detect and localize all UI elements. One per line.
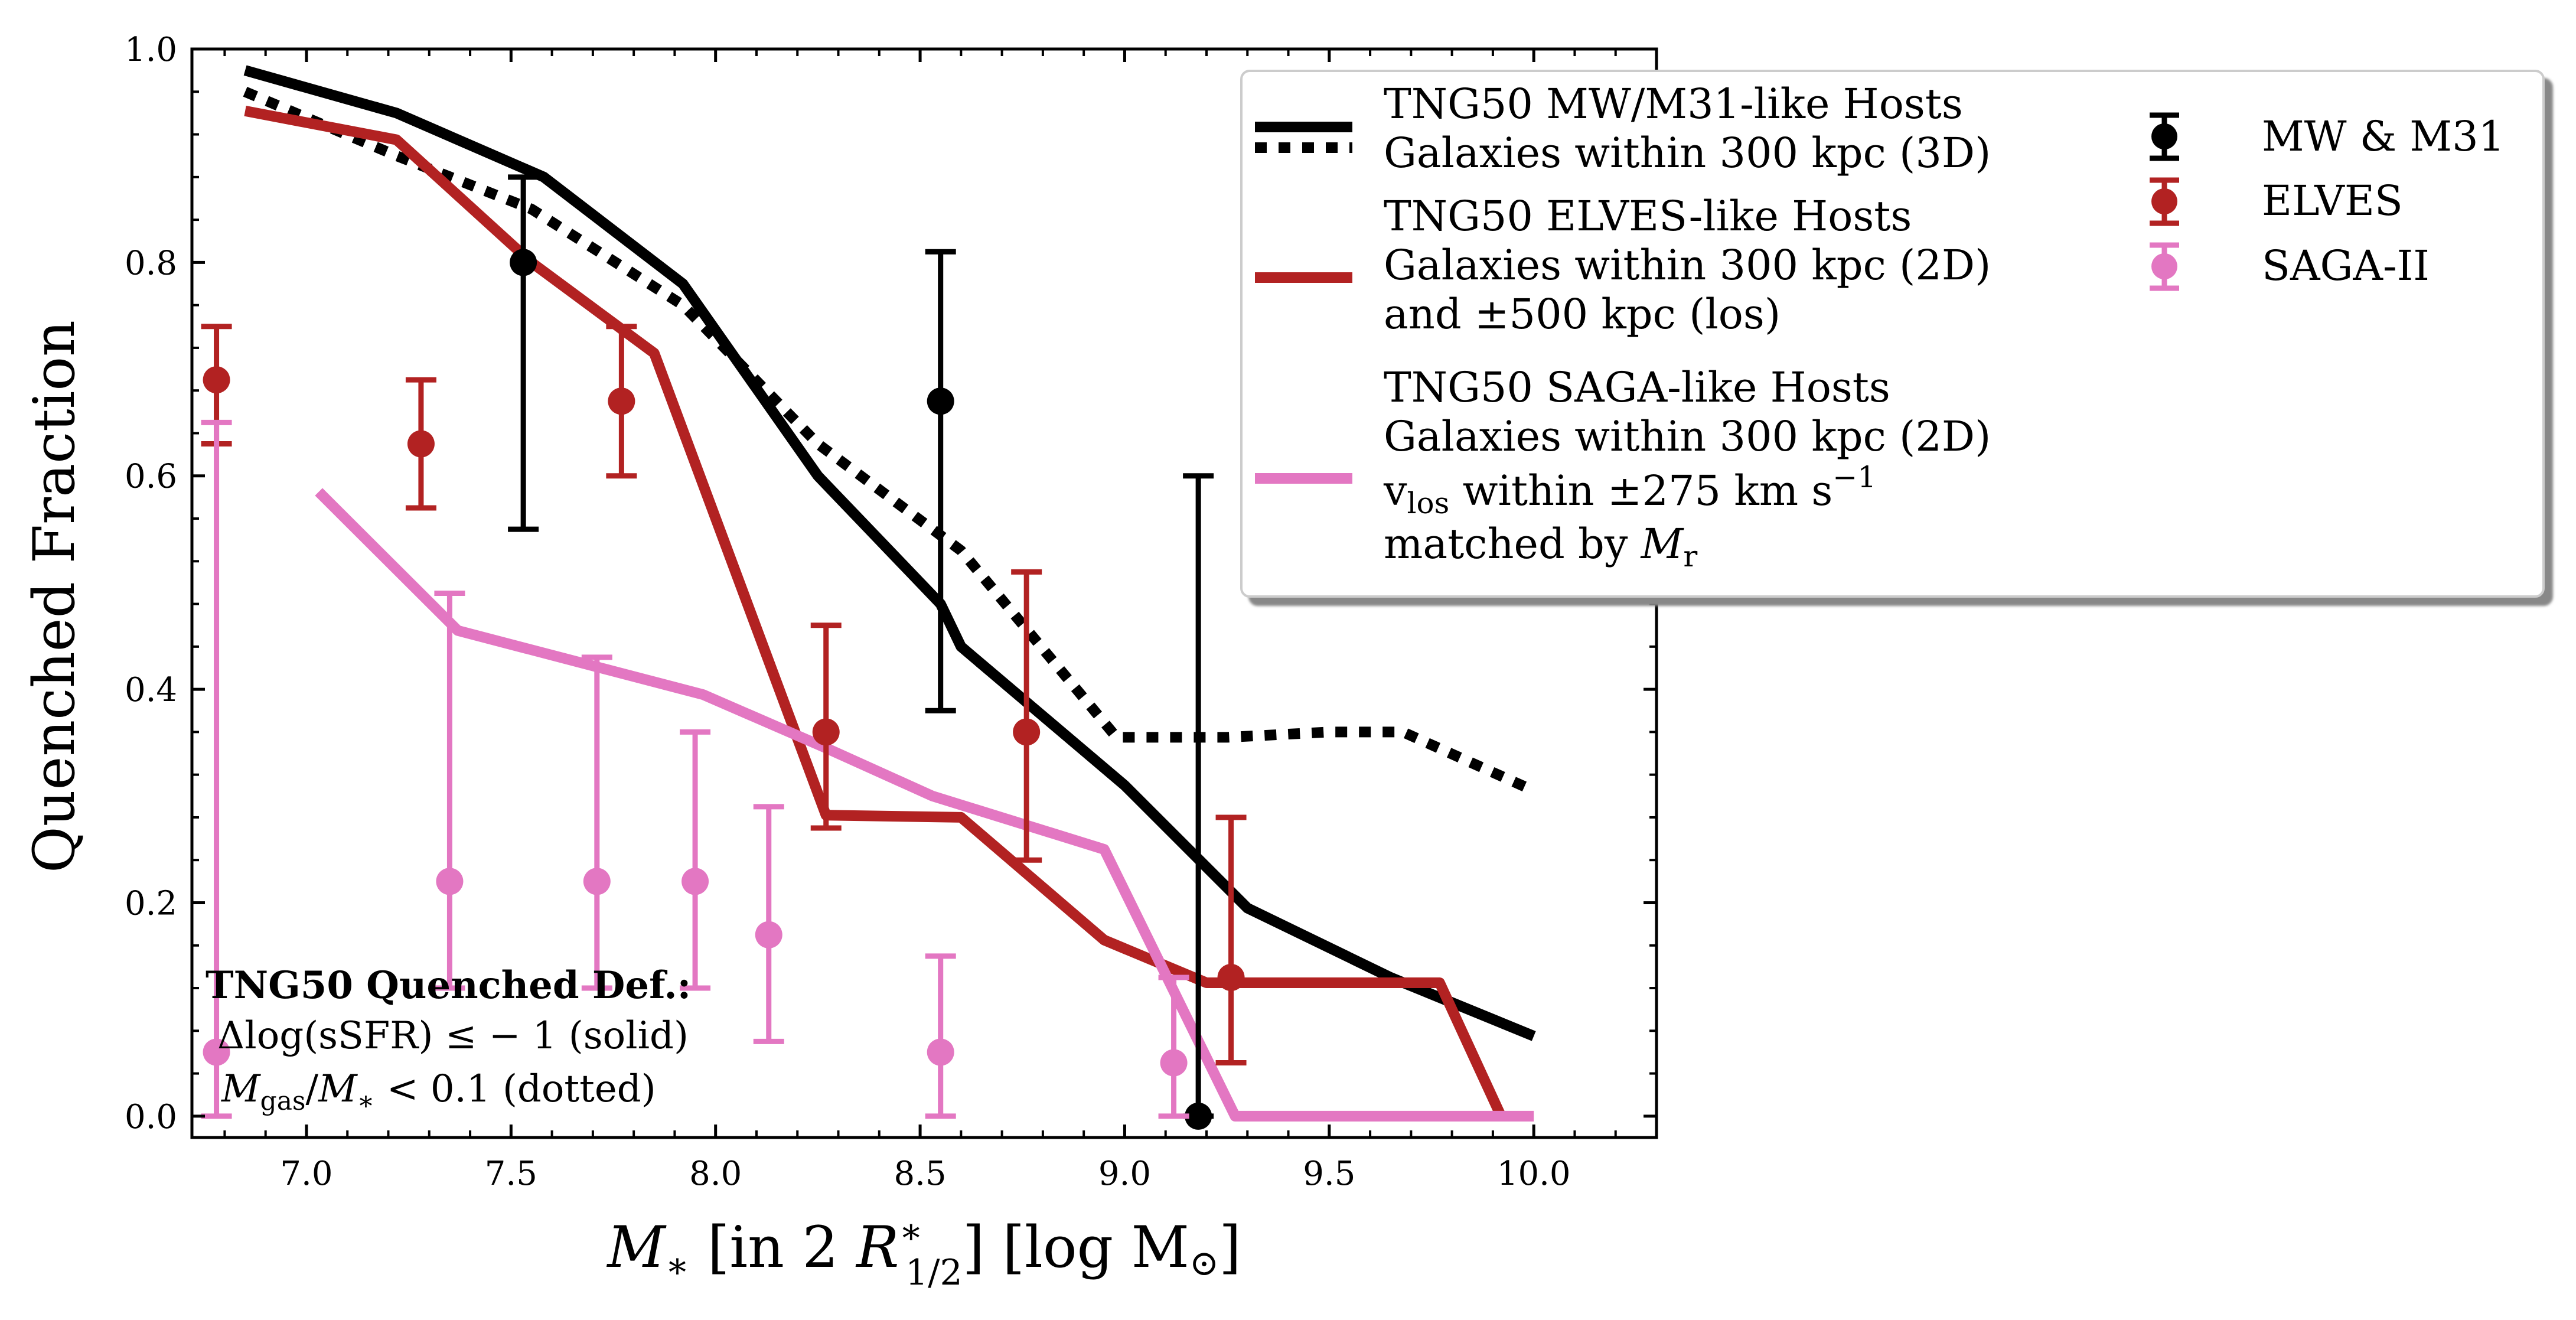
saga-pts-marker <box>436 868 464 895</box>
saga-pts-marker <box>927 1038 954 1066</box>
mw-m31-marker <box>1185 1102 1212 1130</box>
mw-m31-marker <box>927 387 954 415</box>
saga-pts-point <box>434 591 465 991</box>
y-tick-label: 0.6 <box>125 458 177 496</box>
x-tick-label: 7.0 <box>280 1155 332 1193</box>
data-points <box>201 174 1247 1130</box>
legend-box <box>1240 70 2545 598</box>
y-tick-label: 0.2 <box>125 884 177 923</box>
saga-pts-point <box>680 729 711 991</box>
legend-saga-ii-label: SAGA-II <box>2262 242 2430 290</box>
legend-saga-line3: vlos within ±275 km s−1 <box>1383 460 1876 520</box>
mw-m31-point <box>925 249 956 713</box>
elves-pts-marker <box>1013 718 1041 746</box>
saga-pts-point <box>753 804 784 1044</box>
note-line-1: Δlog(sSFR) ≤ − 1 (solid) <box>217 1014 689 1058</box>
elves-pts-marker <box>608 387 635 415</box>
mw-m31-point <box>1183 473 1214 1130</box>
x-tick-label: 7.5 <box>485 1155 537 1193</box>
x-tick-label: 9.5 <box>1303 1155 1355 1193</box>
legend-mw-line2: Galaxies within 300 kpc (3D) <box>1384 129 1991 177</box>
x-tick-label: 10.0 <box>1497 1155 1571 1193</box>
elves-pts-point <box>1215 814 1247 1066</box>
y-tick-label: 0.8 <box>125 244 177 282</box>
elves-pts-point <box>606 324 637 479</box>
saga-pts-point <box>201 419 232 1119</box>
series-line-mw-dotted <box>243 87 1536 796</box>
legend-saga-ii-marker <box>2150 242 2179 291</box>
elves-pts-marker <box>407 430 435 458</box>
elves-pts-marker <box>812 718 840 746</box>
x-tick-label: 8.0 <box>689 1155 742 1193</box>
saga-pts-marker <box>583 868 611 895</box>
x-axis-label: M∗ [in 2 R∗ 1/2] [log M⊙] <box>606 1211 1241 1293</box>
legend-elves-marker <box>2150 177 2179 226</box>
y-tick-label: 0.0 <box>125 1098 177 1136</box>
legend-elves-line3: and ±500 kpc (los) <box>1384 290 1781 338</box>
elves-pts-marker <box>1217 963 1245 991</box>
legend-saga-line1: TNG50 SAGA-like Hosts <box>1384 363 1890 412</box>
mw-m31-point <box>508 174 539 532</box>
saga-pts-marker <box>1160 1049 1188 1077</box>
mw-m31-marker <box>510 249 537 276</box>
legend-elves-line2: Galaxies within 300 kpc (2D) <box>1384 241 1991 289</box>
elves-pts-point <box>810 622 842 831</box>
saga-pts-point <box>1158 974 1189 1119</box>
saga-pts-point <box>925 953 956 1119</box>
elves-pts-marker <box>203 366 230 394</box>
legend: TNG50 MW/M31-like Hosts Galaxies within … <box>1240 70 2545 598</box>
legend-elves-line1: TNG50 ELVES-like Hosts <box>1384 192 1912 240</box>
elves-pts-point <box>405 377 436 511</box>
saga-pts-marker <box>682 868 709 895</box>
saga-pts-marker <box>203 1038 230 1066</box>
saga-pts-marker <box>755 921 782 949</box>
legend-mw-line1: TNG50 MW/M31-like Hosts <box>1384 80 1963 128</box>
y-axis-label: Quenched Fraction <box>21 320 87 873</box>
quenched-definition-note: TNG50 Quenched Def.: Δlog(sSFR) ≤ − 1 (s… <box>206 963 691 1116</box>
y-tick-label: 1.0 <box>125 31 177 69</box>
note-title: TNG50 Quenched Def.: <box>206 963 691 1008</box>
series-line-saga <box>315 488 1534 1122</box>
series-line-elves <box>244 105 1506 1119</box>
note-line-2: Mgas/M∗ < 0.1 (dotted) <box>221 1067 656 1116</box>
x-tick-label: 8.5 <box>894 1155 947 1193</box>
axis-ticks: 7.0 7.5 8.0 8.5 9.0 9.5 10.0 0.0 0.2 0.4 0.6 0.8 1.0 <box>125 31 1658 1193</box>
legend-saga-line4: matched by Mr <box>1384 520 1697 573</box>
legend-saga-line2: Galaxies within 300 kpc (2D) <box>1384 412 1991 461</box>
legend-mw-m31-marker <box>2150 112 2179 161</box>
saga-pts-point <box>581 654 612 991</box>
x-tick-label: 9.0 <box>1098 1155 1151 1193</box>
elves-pts-point <box>1011 569 1042 863</box>
y-tick-label: 0.4 <box>125 671 177 709</box>
legend-mw-m31-label: MW & M31 <box>2262 112 2505 161</box>
legend-elves-label: ELVES <box>2262 177 2403 225</box>
